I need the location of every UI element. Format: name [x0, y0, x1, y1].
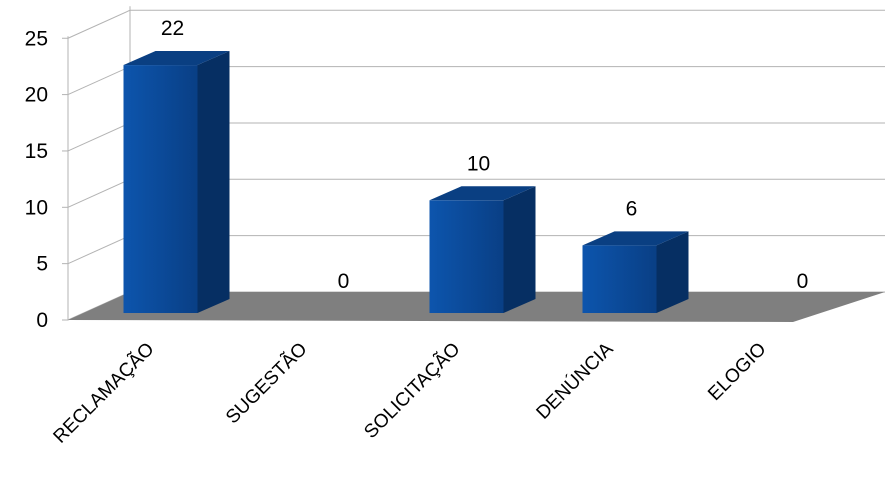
bar — [582, 231, 689, 313]
data-labels: 22 0 10 6 0 — [161, 17, 809, 293]
gridline-side — [67, 9, 131, 39]
gridline-side — [67, 66, 131, 96]
y-tick-label: 25 — [25, 27, 48, 50]
data-label: 0 — [338, 270, 350, 293]
bar-top — [582, 231, 689, 246]
gridline-side — [67, 178, 131, 208]
bar-top — [123, 51, 230, 66]
data-label: 6 — [626, 197, 638, 220]
bar-front — [429, 200, 504, 313]
data-label: 10 — [467, 152, 490, 175]
bar — [123, 51, 230, 314]
y-tick-label: 5 — [36, 253, 48, 276]
x-category-label: RECLAMAÇÃO — [49, 338, 159, 448]
gridline-side — [67, 235, 131, 265]
bar-top — [429, 186, 536, 201]
x-axis-labels: RECLAMAÇÃO SUGESTÃO SOLICITAÇÃO DENÚNCIA ELO… — [49, 338, 771, 448]
data-label: 0 — [797, 270, 809, 293]
gridline-side — [67, 122, 131, 152]
y-tick-label: 0 — [36, 309, 48, 332]
x-category-label: ELOGIO — [704, 339, 770, 405]
x-category-label: SOLICITAÇÃO — [360, 338, 465, 443]
bar-front — [123, 65, 198, 313]
bar-front — [582, 245, 657, 313]
x-category-label: SUGESTÃO — [221, 338, 311, 428]
y-tick-label: 20 — [25, 84, 48, 107]
bars — [123, 51, 689, 314]
data-label: 22 — [161, 17, 184, 40]
bar-side — [503, 186, 536, 313]
x-category-label: DENÚNCIA — [532, 338, 618, 424]
y-tick-label: 10 — [25, 196, 48, 219]
bar — [429, 186, 536, 313]
bar-side — [197, 51, 230, 314]
y-tick-label: 15 — [25, 140, 48, 163]
bar-side — [656, 231, 689, 313]
y-axis: 0 5 10 15 20 25 — [25, 27, 69, 332]
